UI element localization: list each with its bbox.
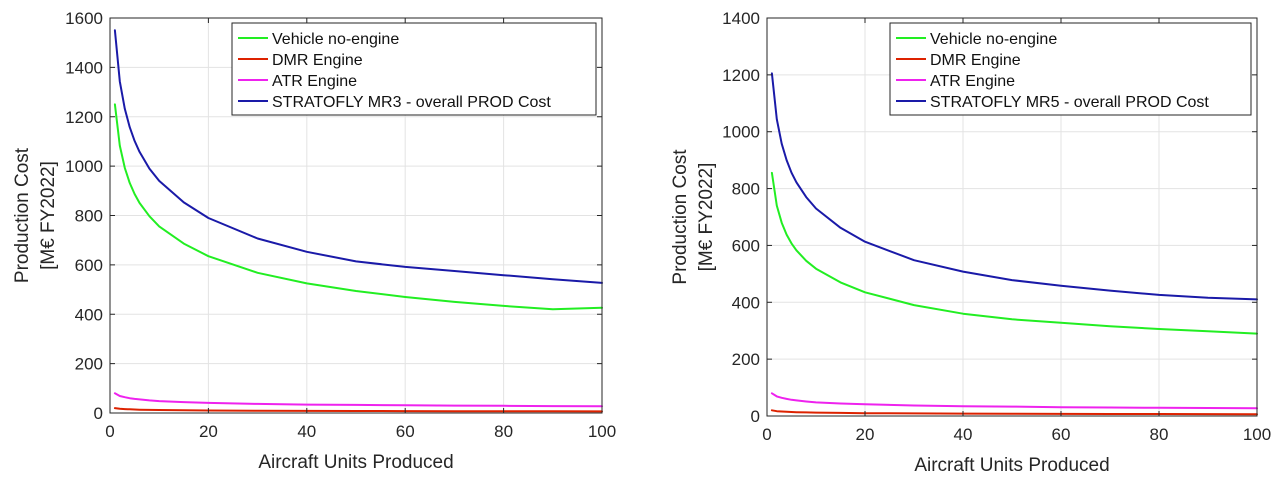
y-tick-label: 400 [75,305,103,324]
legend-box [231,22,597,116]
x-tick-label: 0 [762,425,771,444]
series-line [113,103,603,311]
y-tick-label: 800 [732,180,760,199]
y-tick-label: 200 [75,355,103,374]
y-axis-label-unit: [M€ FY2022] [38,161,59,270]
y-tick-label: 1600 [65,9,103,28]
y-tick-label: 800 [75,207,103,226]
y-tick-label: 1000 [65,157,103,176]
legend-box [889,22,1252,116]
x-tick-label: 20 [199,422,218,441]
y-tick-label: 600 [732,236,760,255]
axes-box [766,17,1258,417]
x-tick-label: 60 [396,422,415,441]
chart-2: 0 20 40 60 80 1000200400600800100012001400Air… [670,9,1271,476]
y-axis-label: Production Cost [12,147,33,283]
x-tick-label: 100 [1243,425,1271,444]
x-tick-label: 20 [856,425,875,444]
legend-label: STRATOFLY MR5 - overall PROD Cost [930,94,1209,111]
y-tick-label: 0 [751,407,760,426]
legend-label: DMR Engine [930,52,1021,69]
x-tick-label: 80 [1150,425,1169,444]
y-tick-label: 1200 [722,66,760,85]
x-tick-label: 60 [1052,425,1071,444]
legend-label: ATR Engine [272,73,357,90]
y-tick-label: 1400 [722,9,760,28]
y-tick-label: 200 [732,350,760,369]
series-line [113,407,603,413]
legend-label: Vehicle no-engine [272,31,399,48]
series-line [770,171,1258,335]
x-tick-label: 100 [588,422,616,441]
y-axis-label-unit: [M€ FY2022] [696,163,717,272]
series-line [770,409,1258,416]
series-line [770,72,1258,301]
legend-label: ATR Engine [930,73,1015,90]
legend: Vehicle no-engine DMR Engine ATR Engine STR… [231,22,597,116]
x-axis-label: Aircraft Units Produced [914,455,1109,476]
y-tick-label: 400 [732,293,760,312]
x-tick-label: 0 [105,422,114,441]
series-line [113,29,603,284]
x-tick-label: 40 [954,425,973,444]
y-tick-label: 1200 [65,108,103,127]
x-tick-label: 40 [297,422,316,441]
series-line [770,392,1258,410]
y-tick-label: 1400 [65,58,103,77]
legend: Vehicle no-engine DMR Engine ATR Engine STR… [889,22,1252,116]
series-line [113,392,603,408]
y-tick-label: 0 [94,404,103,423]
y-axis-label: Production Cost [670,149,691,285]
x-axis-label: Aircraft Units Produced [258,452,453,473]
legend-label: DMR Engine [272,52,363,69]
y-tick-label: 600 [75,256,103,275]
y-tick-label: 1000 [722,123,760,142]
x-tick-label: 80 [494,422,513,441]
chart-1: 0 20 40 60 80 1000200400600800100012001400160… [12,9,616,473]
legend-label: STRATOFLY MR3 - overall PROD Cost [272,94,551,111]
legend-label: Vehicle no-engine [930,31,1057,48]
